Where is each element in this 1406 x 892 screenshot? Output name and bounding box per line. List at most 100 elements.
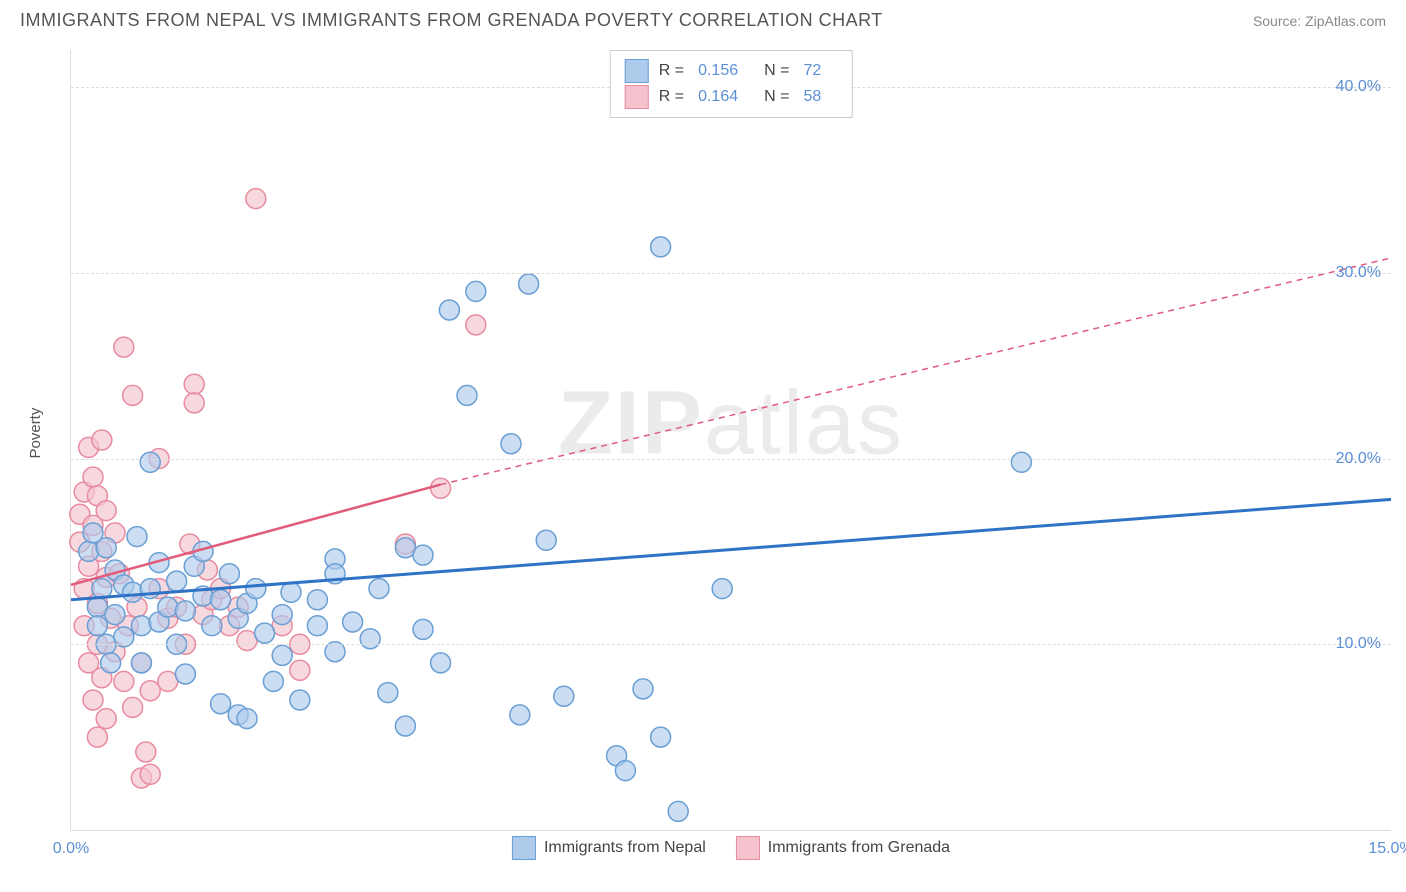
chart-title: IMMIGRANTS FROM NEPAL VS IMMIGRANTS FROM… [20, 10, 883, 31]
data-point [431, 653, 451, 673]
plot-area: ZIPatlas R = 0.156 N = 72 R = 0.164 N = … [70, 50, 1391, 831]
n-label: N = [764, 62, 789, 80]
x-tick-label: 15.0% [1368, 840, 1406, 858]
legend-row-grenada: R = 0.164 N = 58 [625, 85, 838, 109]
data-point [501, 434, 521, 454]
data-point [140, 764, 160, 784]
data-point [536, 530, 556, 550]
source-name: ZipAtlas.com [1305, 13, 1386, 29]
data-point [114, 337, 134, 357]
data-point [167, 571, 187, 591]
r-value-grenada: 0.164 [698, 88, 738, 106]
data-point [633, 679, 653, 699]
data-point [1011, 452, 1031, 472]
data-point [105, 605, 125, 625]
r-label: R = [659, 88, 684, 106]
data-point [519, 274, 539, 294]
swatch-nepal [625, 59, 649, 83]
data-point [123, 385, 143, 405]
data-point [237, 709, 257, 729]
data-point [413, 619, 433, 639]
data-point [184, 374, 204, 394]
n-value-nepal: 72 [803, 62, 821, 80]
swatch-grenada [625, 85, 649, 109]
x-tick-label: 0.0% [53, 840, 89, 858]
y-tick-label: 40.0% [1336, 78, 1381, 96]
data-point [175, 664, 195, 684]
data-point [369, 579, 389, 599]
data-point [272, 605, 292, 625]
legend-item-grenada: Immigrants from Grenada [736, 836, 950, 860]
y-tick-label: 10.0% [1336, 635, 1381, 653]
data-point [219, 564, 239, 584]
chart-header: IMMIGRANTS FROM NEPAL VS IMMIGRANTS FROM… [0, 0, 1406, 36]
grid-line [71, 644, 1391, 645]
data-point [431, 478, 451, 498]
grid-line [71, 459, 1391, 460]
data-point [175, 601, 195, 621]
data-point [255, 623, 275, 643]
data-point [554, 686, 574, 706]
data-point [413, 545, 433, 565]
data-point [202, 616, 222, 636]
data-point [136, 742, 156, 762]
grid-line [71, 273, 1391, 274]
data-point [140, 681, 160, 701]
data-point [439, 300, 459, 320]
data-point [79, 541, 99, 561]
data-point [343, 612, 363, 632]
data-point [131, 616, 151, 636]
y-axis-label: Poverty [27, 408, 44, 459]
scatter-svg [71, 50, 1391, 830]
data-point [360, 629, 380, 649]
data-point [96, 501, 116, 521]
data-point [615, 761, 635, 781]
n-value-grenada: 58 [803, 88, 821, 106]
chart-container: Poverty ZIPatlas R = 0.156 N = 72 R = 0.… [50, 50, 1390, 850]
data-point [651, 727, 671, 747]
r-value-nepal: 0.156 [698, 62, 738, 80]
data-point [246, 579, 266, 599]
data-point [96, 538, 116, 558]
data-point [668, 801, 688, 821]
n-label: N = [764, 88, 789, 106]
data-point [211, 694, 231, 714]
source-attribution: Source: ZipAtlas.com [1253, 13, 1386, 29]
data-point [87, 616, 107, 636]
legend-label-grenada: Immigrants from Grenada [768, 839, 950, 857]
data-point [290, 660, 310, 680]
data-point [246, 189, 266, 209]
legend-label-nepal: Immigrants from Nepal [544, 839, 706, 857]
data-point [123, 697, 143, 717]
trend-line [441, 258, 1391, 485]
data-point [466, 281, 486, 301]
data-point [131, 653, 151, 673]
data-point [466, 315, 486, 335]
legend-item-nepal: Immigrants from Nepal [512, 836, 706, 860]
legend-row-nepal: R = 0.156 N = 72 [625, 59, 838, 83]
data-point [651, 237, 671, 257]
y-tick-label: 30.0% [1336, 264, 1381, 282]
swatch-grenada [736, 836, 760, 860]
data-point [281, 582, 301, 602]
data-point [158, 597, 178, 617]
data-point [263, 671, 283, 691]
legend-series: Immigrants from Nepal Immigrants from Gr… [512, 836, 950, 860]
data-point [290, 690, 310, 710]
data-point [101, 653, 121, 673]
data-point [378, 683, 398, 703]
data-point [87, 727, 107, 747]
data-point [510, 705, 530, 725]
data-point [712, 579, 732, 599]
data-point [96, 709, 116, 729]
data-point [127, 527, 147, 547]
data-point [307, 616, 327, 636]
data-point [184, 393, 204, 413]
data-point [272, 645, 292, 665]
legend-correlation-box: R = 0.156 N = 72 R = 0.164 N = 58 [610, 50, 853, 118]
source-label: Source: [1253, 13, 1305, 29]
data-point [123, 582, 143, 602]
data-point [83, 467, 103, 487]
y-tick-label: 20.0% [1336, 450, 1381, 468]
data-point [211, 590, 231, 610]
